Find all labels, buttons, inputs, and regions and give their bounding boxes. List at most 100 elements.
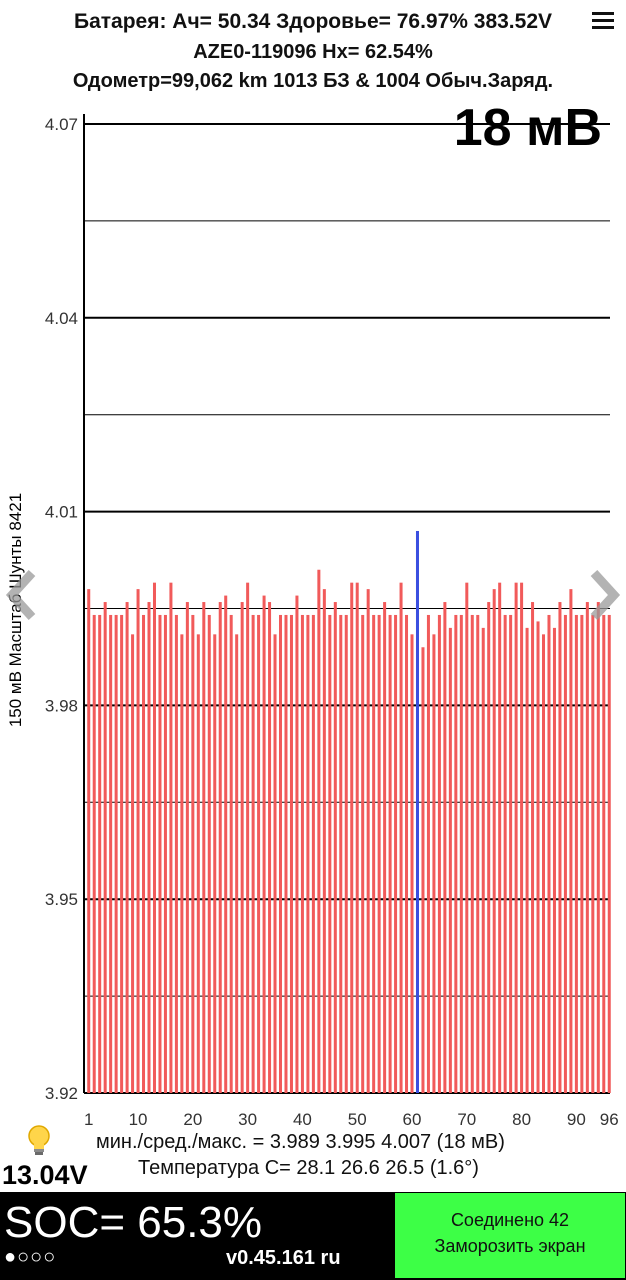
lightbulb-icon[interactable] — [26, 1124, 52, 1158]
bar-cell — [525, 627, 529, 1093]
odometer-and-charges: Одометр=99,062 km 1013 БЗ & 1004 Обыч.За… — [72, 70, 554, 92]
x-tick-label: 80 — [512, 1110, 531, 1129]
bar-cell — [300, 614, 304, 1093]
soc-readout: SOC= 65.3% — [4, 1198, 263, 1247]
cell-stats: мин./сред./макс. = 3.989 3.995 4.007 (18… — [96, 1131, 505, 1153]
bar-cell — [229, 614, 233, 1093]
bar-cell — [547, 614, 551, 1093]
bar-cell — [103, 602, 107, 1093]
x-tick-label: 10 — [129, 1110, 148, 1129]
bar-cell — [542, 634, 546, 1093]
bar-cell — [92, 614, 96, 1093]
bar-cell — [98, 614, 102, 1093]
bar-cell — [235, 634, 239, 1093]
bar-cell — [558, 602, 562, 1093]
bar-cell — [394, 614, 398, 1093]
bar-cell — [152, 582, 156, 1093]
bar-cell — [383, 602, 387, 1093]
chevron-right-icon[interactable] — [584, 565, 624, 625]
chevron-left-icon[interactable] — [2, 565, 42, 625]
x-tick-label: 40 — [293, 1110, 312, 1129]
bar-cell — [465, 582, 469, 1093]
y-tick-label: 4.04 — [45, 309, 78, 328]
bar-cell — [279, 614, 283, 1093]
freeze-screen-label: Заморозить экран — [434, 1236, 586, 1256]
bar-cell — [224, 595, 228, 1093]
bar-cell — [552, 627, 556, 1093]
bar-cell — [470, 614, 474, 1093]
bar-cell — [481, 627, 485, 1093]
bar-cell — [602, 614, 606, 1093]
bar-cell — [574, 614, 578, 1093]
bar-cell — [311, 614, 315, 1093]
bar-cell — [284, 614, 288, 1093]
bar-cell — [454, 614, 458, 1093]
bar-cell — [246, 582, 250, 1093]
bar-cell — [163, 614, 167, 1093]
bar-cell — [563, 614, 567, 1093]
bar-cell — [339, 614, 343, 1093]
bar-cell — [355, 582, 359, 1093]
connection-status: Соединено 42 — [450, 1210, 570, 1230]
bar-cell — [487, 602, 491, 1093]
bar-cell — [218, 602, 222, 1093]
status-dots: ●○○○ — [4, 1246, 57, 1268]
bar-cell — [372, 614, 376, 1093]
bar-cell — [273, 634, 277, 1093]
y-tick-label: 3.98 — [45, 696, 78, 715]
bar-cell — [421, 647, 425, 1093]
aux-battery-voltage: 13.04V — [2, 1160, 88, 1190]
bar-cell — [607, 614, 611, 1093]
bar-cell — [536, 621, 540, 1093]
bar-cell — [333, 602, 337, 1093]
bar-cell — [585, 602, 589, 1093]
bar-cell — [520, 582, 524, 1093]
bar-cell — [268, 602, 272, 1093]
x-tick-label: 96 — [600, 1110, 619, 1129]
bar-cell — [257, 614, 261, 1093]
bar-cell — [147, 602, 151, 1093]
temperature-stats: Температура C= 28.1 26.6 26.5 (1.6°) — [138, 1157, 479, 1179]
bar-cell — [131, 634, 135, 1093]
bar-cell — [580, 614, 584, 1093]
menu-icon[interactable] — [592, 12, 614, 30]
bar-cell — [240, 602, 244, 1093]
bar-cell — [191, 614, 195, 1093]
bar-cell — [377, 614, 381, 1093]
bar-cell — [207, 614, 211, 1093]
bar-cell — [306, 614, 310, 1093]
bar-cell — [399, 582, 403, 1093]
bar-cell — [514, 582, 518, 1093]
bar-cell — [251, 614, 255, 1093]
bar-cell — [437, 614, 441, 1093]
y-tick-label: 4.01 — [45, 503, 78, 522]
bar-cell — [448, 627, 452, 1093]
bar-cell — [196, 634, 200, 1093]
bar-cell — [498, 582, 502, 1093]
y-tick-label: 4.07 — [45, 115, 78, 134]
bar-cell-highlight — [415, 530, 419, 1093]
bar-cell — [174, 614, 178, 1093]
bar-cell — [503, 614, 507, 1093]
bar-cell — [596, 602, 600, 1093]
bar-cell — [142, 614, 146, 1093]
bar-cell — [328, 614, 332, 1093]
bar-cell — [317, 569, 321, 1093]
bar-cell — [322, 589, 326, 1093]
x-tick-label: 60 — [403, 1110, 422, 1129]
bar-cell — [202, 602, 206, 1093]
y-tick-label: 3.95 — [45, 890, 78, 909]
bar-cell — [262, 595, 266, 1093]
bar-cell — [426, 614, 430, 1093]
cell-voltage-chart: 4.07 4.04 4.01 3.98 3.95 3.92 1 10 20 30 40 50 60 70… — [45, 114, 619, 1129]
bar-cell — [366, 589, 370, 1093]
bar-cell — [492, 589, 496, 1093]
bar-cell — [158, 614, 162, 1093]
cell-voltage-spread: 18 мВ — [453, 99, 602, 157]
bar-cell — [361, 614, 365, 1093]
bar-cell — [509, 614, 513, 1093]
bar-cell — [531, 602, 535, 1093]
x-tick-label: 70 — [457, 1110, 476, 1129]
connection-freeze-button[interactable]: Соединено 42 Заморозить экран — [395, 1193, 625, 1278]
bar-cell — [289, 614, 293, 1093]
